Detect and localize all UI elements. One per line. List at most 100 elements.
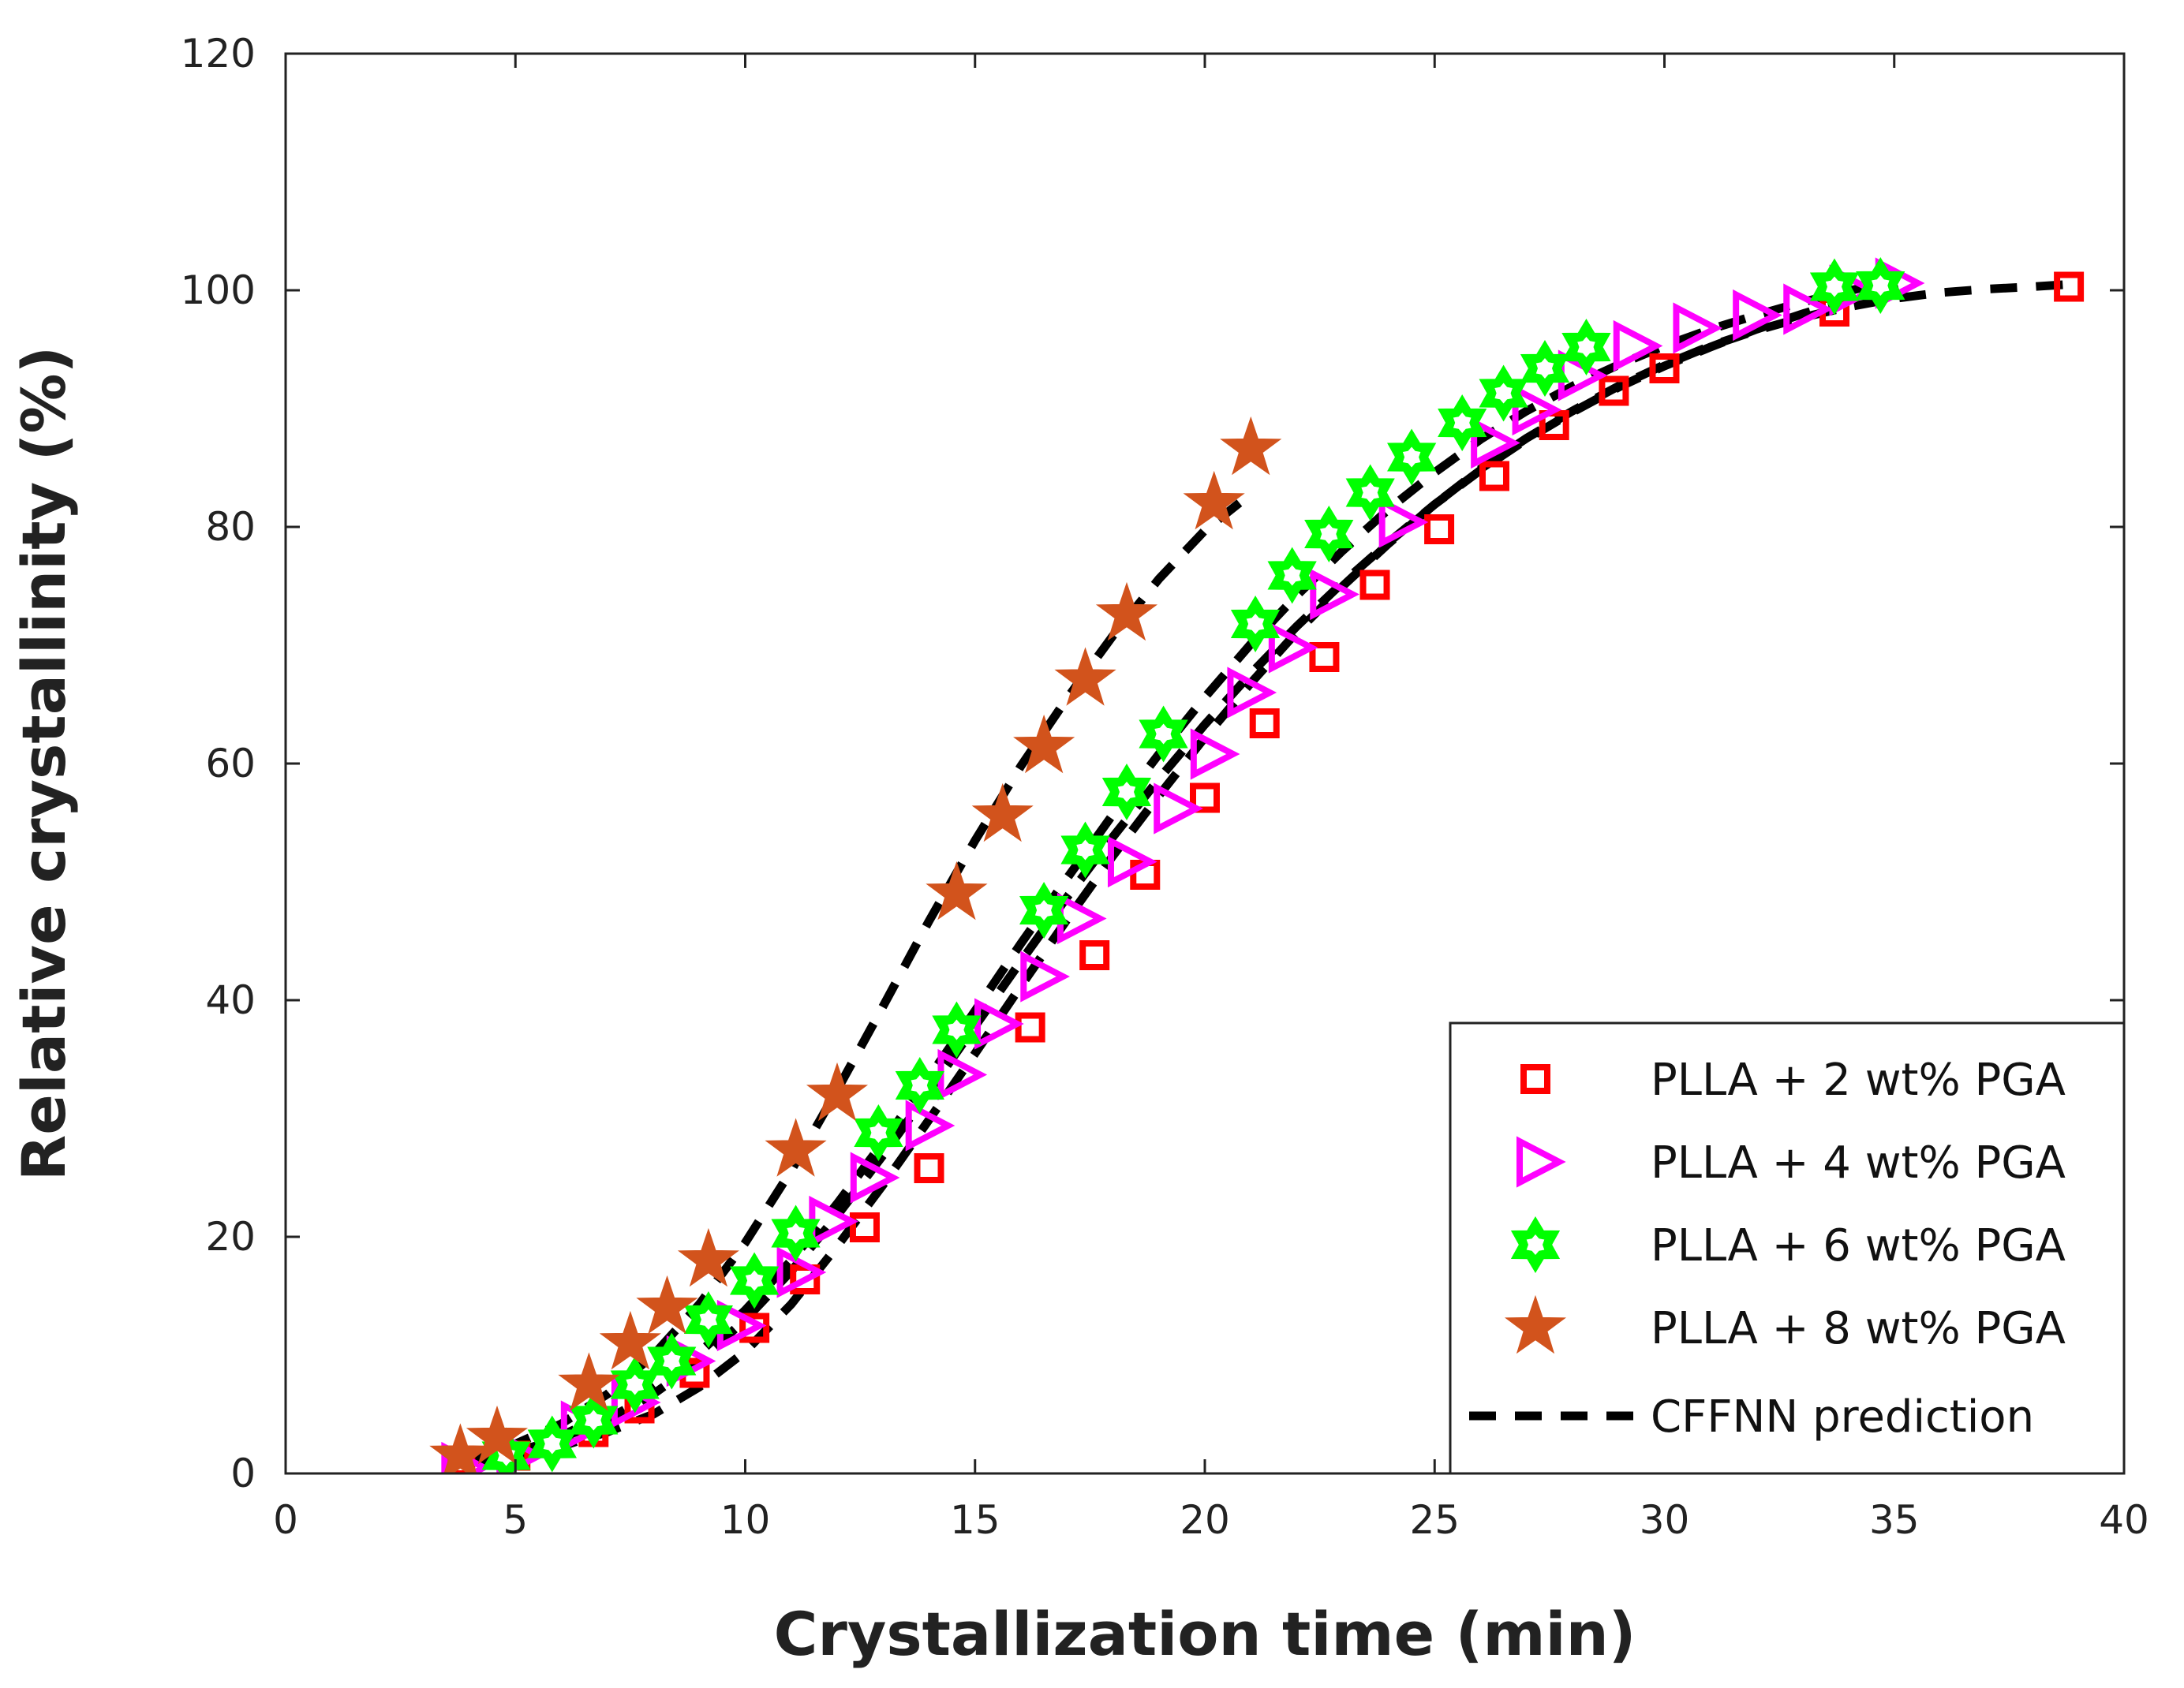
- y-tick-label: 80: [205, 504, 256, 550]
- marker-triangle-right-point: [1268, 622, 1318, 674]
- legend: PLLA + 2 wt% PGA PLLA + 4 wt% PGA PLLA + 6…: [1449, 1021, 2126, 1475]
- marker-star-point: [806, 1062, 869, 1122]
- marker-star-point: [971, 782, 1034, 842]
- y-tick-label: 20: [205, 1214, 256, 1260]
- marker-square-point: [739, 1313, 770, 1343]
- x-tick-label: 40: [2099, 1497, 2149, 1543]
- y-tick-label: 40: [205, 977, 256, 1023]
- marker-triangle-right-point: [1733, 289, 1782, 342]
- legend-marker-hexagram: [1510, 1216, 1561, 1273]
- prediction-curve-2: [468, 278, 1905, 1466]
- marker-square-point: [1359, 570, 1390, 600]
- x-axis-title: Crystallization time (min): [774, 1599, 1636, 1669]
- marker-square-point: [1424, 514, 1455, 544]
- marker-hexagram-point: [895, 1057, 944, 1114]
- data-markers: [429, 257, 2085, 1473]
- legend-label: PLLA + 8 wt% PGA: [1651, 1303, 2066, 1354]
- marker-hexagram-point: [771, 1204, 821, 1262]
- marker-hexagram-point: [854, 1104, 903, 1161]
- y-axis-title: Relative crystallinity (%): [9, 346, 79, 1182]
- marker-hexagram-point: [730, 1252, 780, 1309]
- marker-square-point: [914, 1153, 944, 1183]
- marker-hexagram-point: [1139, 705, 1188, 763]
- y-tick-label: 60: [205, 741, 256, 786]
- marker-square-point: [1079, 940, 1110, 970]
- marker-hexagram-point: [1101, 764, 1152, 820]
- legend-marker-triangle-right: [1516, 1136, 1566, 1188]
- marker-star-point: [599, 1310, 661, 1370]
- marker-triangle-right-point: [1673, 302, 1723, 354]
- marker-star-point: [765, 1118, 827, 1177]
- legend-marker-star: [1504, 1294, 1567, 1354]
- y-tick-label: 0: [230, 1451, 256, 1496]
- marker-square-point: [1599, 375, 1629, 406]
- marker-hexagram-point: [1230, 596, 1281, 652]
- marker-hexagram-point: [1561, 319, 1611, 375]
- marker-star-point: [1183, 470, 1245, 530]
- marker-square-point: [1649, 353, 1680, 383]
- marker-triangle-right-point: [1227, 667, 1277, 719]
- marker-hexagram-point: [1267, 547, 1317, 604]
- marker-star-point: [1054, 647, 1116, 706]
- marker-triangle-right-point: [1783, 283, 1833, 335]
- marker-star-point: [558, 1352, 620, 1411]
- marker-triangle-right-point: [1378, 496, 1429, 548]
- x-tick-label: 10: [720, 1497, 771, 1543]
- marker-triangle-right-point: [1020, 950, 1070, 1003]
- marker-hexagram-point: [683, 1291, 733, 1348]
- legend-label: PLLA + 6 wt% PGA: [1651, 1220, 2066, 1272]
- marker-star-point: [926, 861, 988, 921]
- marker-triangle-right-point: [1154, 782, 1203, 835]
- marker-square-point: [1249, 708, 1280, 738]
- x-tick-label: 35: [1869, 1497, 1920, 1543]
- marker-hexagram-point: [932, 1001, 982, 1059]
- marker-star-point: [636, 1275, 698, 1335]
- marker-star-point: [466, 1405, 529, 1465]
- marker-square-point: [1309, 642, 1340, 672]
- marker-square-point: [849, 1212, 880, 1242]
- marker-square-point: [1479, 461, 1509, 491]
- marker-triangle-right-point: [1310, 568, 1359, 621]
- marker-star-point: [429, 1423, 492, 1473]
- legend-marker-square: [1520, 1064, 1550, 1094]
- x-tick-label: 0: [273, 1497, 298, 1543]
- marker-hexagram-point: [1809, 258, 1860, 316]
- marker-hexagram-point: [1345, 464, 1395, 521]
- marker-hexagram-point: [1387, 428, 1437, 486]
- legend-box: [1449, 1021, 2126, 1475]
- x-tick-label: 5: [503, 1497, 528, 1543]
- marker-hexagram-point: [1019, 882, 1069, 939]
- y-tick-label: 120: [181, 31, 256, 77]
- marker-triangle-right-point: [1471, 416, 1520, 469]
- marker-hexagram-point: [647, 1332, 697, 1390]
- marker-triangle-right-point: [1190, 728, 1240, 780]
- x-tick-label: 30: [1640, 1497, 1690, 1543]
- marker-square-point: [1190, 782, 1220, 813]
- marker-square-point: [1015, 1012, 1045, 1043]
- marker-hexagram-point: [1304, 506, 1354, 562]
- marker-star-point: [677, 1227, 739, 1287]
- marker-hexagram-point: [1856, 257, 1905, 314]
- x-tick-label: 20: [1180, 1497, 1230, 1543]
- ticks: 0 5 10 15 20 25 30 35 40 0 20 40 60 80 100 120: [181, 31, 2149, 1543]
- marker-triangle-right-point: [1107, 835, 1157, 888]
- y-tick-label: 100: [181, 267, 256, 313]
- marker-triangle-right-point: [776, 1246, 827, 1298]
- x-tick-label: 15: [950, 1497, 1000, 1543]
- x-tick-label: 25: [1409, 1497, 1460, 1543]
- marker-triangle-right-point: [1512, 383, 1562, 436]
- marker-star-point: [1095, 581, 1158, 641]
- marker-star-point: [1013, 714, 1075, 774]
- legend-label: PLLA + 4 wt% PGA: [1651, 1137, 2066, 1189]
- marker-triangle-right-point: [905, 1100, 956, 1152]
- marker-hexagram-point: [527, 1415, 577, 1473]
- legend-label-prediction: CFFNN prediction: [1651, 1391, 2034, 1443]
- marker-triangle-right-point: [1613, 319, 1663, 372]
- marker-star-point: [1220, 416, 1282, 476]
- legend-label: PLLA + 2 wt% PGA: [1651, 1055, 2066, 1106]
- marker-hexagram-point: [1060, 821, 1110, 879]
- marker-hexagram-point: [1438, 394, 1487, 451]
- marker-square-point: [2054, 271, 2085, 302]
- marker-triangle-right-point: [974, 998, 1024, 1050]
